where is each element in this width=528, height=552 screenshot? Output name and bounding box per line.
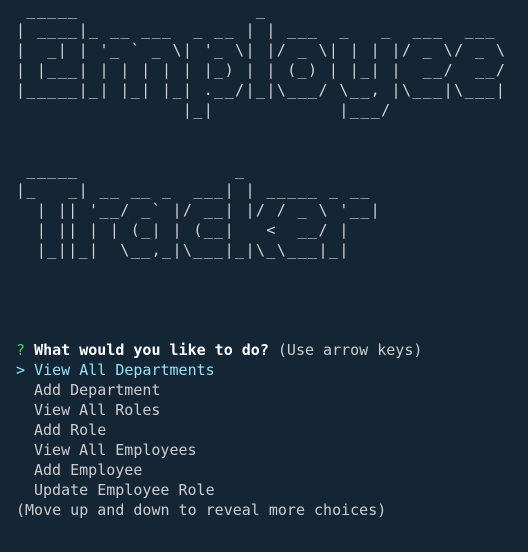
choice-pointer: > bbox=[16, 361, 26, 379]
choice[interactable]: View All Roles bbox=[34, 401, 161, 419]
choice[interactable]: Add Role bbox=[34, 421, 107, 439]
banner-line: |_ _| __ __ _ ___| | _____ _ __ bbox=[16, 181, 371, 199]
choice[interactable]: Add Department bbox=[34, 381, 161, 399]
banner-line: |_||_| \__,_|\___|_|\_\___|_| bbox=[16, 241, 350, 259]
banner-line: _____ _ bbox=[16, 1, 267, 19]
choice[interactable]: Add Employee bbox=[34, 461, 143, 479]
prompt-line: ? What would you like to do? (Use arrow … bbox=[16, 340, 422, 360]
banner-line: | || '__/ _` |/ __| |/ / _ \ '__| bbox=[16, 201, 382, 219]
banner-line: | ____|_ __ ___ _ __ | | ___ _ _ ___ ___ bbox=[16, 21, 496, 39]
banner-line: |_____|_| |_| |_| .__/|_|\___/ \__, |\__… bbox=[16, 81, 507, 99]
footer-hint: (Move up and down to reveal more choices… bbox=[16, 501, 387, 519]
choice-selected[interactable]: > View All Departments bbox=[16, 360, 215, 380]
choice[interactable]: View All Employees bbox=[34, 441, 197, 459]
prompt-question: What would you like to do? bbox=[34, 341, 269, 359]
banner-line: | |___| | | | | | |_) | | (_) | |_| | __… bbox=[16, 61, 507, 79]
banner-line: |_| |___/ bbox=[16, 101, 392, 119]
banner-line: _____ _ bbox=[16, 161, 246, 179]
choice[interactable]: Update Employee Role bbox=[34, 481, 215, 499]
banner-line: | || | | (_| | (__| < __/ | bbox=[16, 221, 350, 239]
prompt-marker: ? bbox=[16, 341, 26, 359]
prompt-hint: (Use arrow keys) bbox=[277, 341, 423, 359]
choice-label[interactable]: View All Departments bbox=[34, 361, 215, 379]
banner-line: | _| | '_ ` _ \| '_ \| |/ _ \| | | |/ _ … bbox=[16, 41, 507, 59]
